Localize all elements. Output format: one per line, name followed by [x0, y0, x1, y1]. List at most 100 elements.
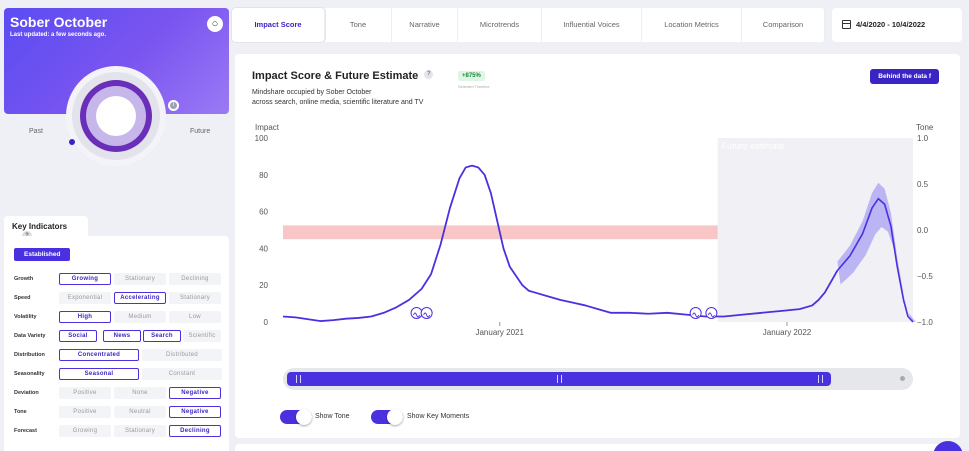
indicator-option[interactable]: Distributed	[142, 349, 222, 361]
past-label: Past	[29, 128, 44, 135]
indicator-option[interactable]: Positive	[59, 387, 111, 399]
indicator-option[interactable]: Low	[169, 311, 221, 323]
key-moment-icon	[410, 307, 423, 319]
right-axis-title: Tone	[916, 123, 934, 132]
show-tone-label: Show Tone	[315, 413, 350, 420]
indicator-option[interactable]: Search	[143, 330, 181, 342]
scrubber-right-handle[interactable]	[818, 375, 823, 383]
future-label: Future	[190, 128, 211, 135]
show-key-moments-label: Show Key Moments	[407, 413, 470, 420]
tone-tick-label: −0.5	[917, 272, 933, 281]
scrubber-selection[interactable]	[287, 372, 831, 386]
date-range-picker[interactable]: 4/4/2020 - 10/4/2022	[832, 8, 962, 42]
indicator-row-speed: Speed Exponential Accelerating Stationary	[14, 292, 224, 306]
x-tick-label: January 2021	[475, 328, 524, 337]
indicator-row-deviation: Deviation Positive None Negative	[14, 387, 224, 401]
indicator-option[interactable]: Declining	[169, 425, 221, 437]
behind-the-data-button[interactable]: Behind the data f	[870, 69, 939, 84]
timeline-scrubber[interactable]	[283, 368, 913, 390]
indicator-option[interactable]: High	[59, 311, 111, 323]
chat-fab-button[interactable]	[933, 441, 963, 451]
indicator-row-volatility: Volatility High Medium Low	[14, 311, 224, 325]
key-moment-glyph	[707, 312, 715, 318]
y-tick-label: 20	[259, 281, 268, 290]
panel-description: Mindshare occupied by Sober October acro…	[252, 88, 452, 108]
indicator-option[interactable]: Negative	[169, 387, 221, 399]
indicator-option[interactable]: Stationary	[169, 292, 221, 304]
indicator-option[interactable]: Negative	[169, 406, 221, 418]
key-moment-icon	[420, 307, 433, 319]
tab-microtrends[interactable]: Microtrends	[458, 8, 542, 42]
forecast-line	[836, 197, 914, 323]
scrubber-left-handle[interactable]	[296, 375, 301, 383]
indicator-option[interactable]: None	[114, 387, 166, 399]
indicator-label: Volatility	[14, 314, 37, 320]
toggle-knob	[296, 409, 312, 425]
indicator-option[interactable]: Neutral	[114, 406, 166, 418]
show-tone-toggle[interactable]	[280, 409, 312, 425]
indicator-option[interactable]: Seasonal	[59, 368, 139, 380]
tab-impact-score[interactable]: Impact Score	[232, 8, 325, 42]
tab-narrative[interactable]: Narrative	[392, 8, 458, 42]
toggle-knob	[387, 409, 403, 425]
tone-tick-label: 0.5	[917, 180, 929, 189]
y-tick-label: 40	[259, 244, 268, 253]
calendar-icon	[842, 20, 851, 29]
info-dot-icon[interactable]: i	[168, 100, 179, 111]
future-region	[717, 138, 913, 322]
help-icon[interactable]: ?	[424, 70, 434, 79]
indicator-option[interactable]: News	[103, 330, 141, 342]
indicator-label: Seasonality	[14, 371, 45, 377]
key-indicators-title: Key Indicators	[12, 222, 68, 231]
key-indicators-panel: Established Growth Growing Stationary Decli…	[4, 236, 229, 451]
indicator-option[interactable]: Positive	[59, 406, 111, 418]
description-line-2: across search, online media, scientific …	[252, 99, 424, 106]
indicator-row-tone: Tone Positive Neutral Negative	[14, 406, 224, 420]
facebook-icon: f	[928, 73, 931, 80]
topic-title: Sober October	[10, 14, 108, 30]
globe-icon[interactable]: ○	[207, 16, 223, 32]
key-moment-glyph	[692, 312, 700, 318]
tone-tick-label: 0.0	[917, 226, 929, 235]
indicator-option[interactable]: Growing	[59, 425, 111, 437]
tone-tick-label: 1.0	[917, 134, 929, 143]
change-badge: +875%	[458, 71, 485, 81]
tab-comparison[interactable]: Comparison	[742, 8, 825, 42]
indicator-option[interactable]: Stationary	[114, 425, 166, 437]
y-tick-label: 100	[255, 134, 269, 143]
scrubber-center-handle[interactable]	[557, 375, 562, 383]
indicator-option[interactable]: Scientific	[183, 330, 221, 342]
tab-influential-voices[interactable]: Influential Voices	[542, 8, 642, 42]
indicator-row-data-variety: Data Variety Social News Search Scientific	[14, 330, 224, 344]
y-tick-label: 60	[259, 208, 268, 217]
indicator-option[interactable]: Accelerating	[114, 292, 166, 304]
indicator-row-forecast: Forecast Growing Stationary Declining	[14, 425, 224, 439]
y-tick-label: 0	[264, 318, 269, 327]
indicator-label: Data Variety	[14, 333, 46, 339]
indicator-option[interactable]: Medium	[114, 311, 166, 323]
status-badge: Established	[14, 248, 71, 261]
indicator-option[interactable]: Concentrated	[59, 349, 139, 361]
indicator-option[interactable]: Growing	[59, 273, 111, 285]
indicator-option[interactable]: Declining	[169, 273, 221, 285]
scrubber-end-dot	[900, 376, 905, 381]
tab-location-metrics[interactable]: Location Metrics	[642, 8, 742, 42]
indicator-label: Growth	[14, 276, 34, 282]
gauge-marker	[69, 139, 75, 145]
y-tick-label: 80	[259, 171, 268, 180]
indicator-option[interactable]: Constant	[142, 368, 222, 380]
indicator-label: Tone	[14, 409, 27, 415]
left-axis-title: Impact	[255, 123, 280, 132]
key-moment-icon	[689, 307, 702, 319]
next-panel	[235, 444, 960, 451]
tab-bar: Impact Score Tone Narrative Microtrends Infl…	[232, 8, 825, 42]
indicator-option[interactable]: Stationary	[114, 273, 166, 285]
show-key-moments-toggle[interactable]	[371, 409, 403, 425]
indicator-option[interactable]: Exponential	[59, 292, 111, 304]
indicator-option[interactable]: Social	[59, 330, 97, 342]
panel-title-text: Impact Score & Future Estimate	[252, 70, 419, 82]
tab-tone[interactable]: Tone	[325, 8, 392, 42]
lifecycle-gauge	[66, 66, 166, 166]
key-moment-icon	[705, 307, 718, 319]
